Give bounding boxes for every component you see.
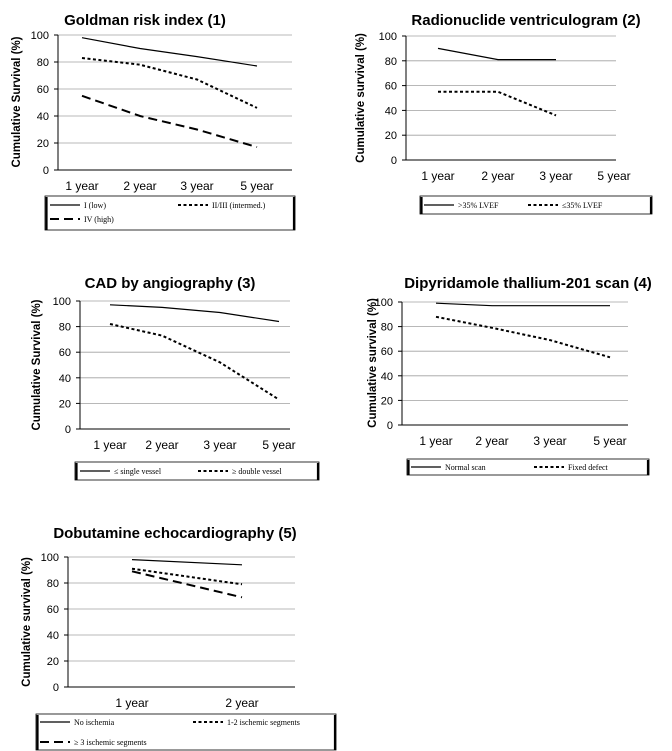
series-line-2 <box>81 57 258 109</box>
y-tick-label: 80 <box>59 322 71 334</box>
series-line-3 <box>81 94 258 149</box>
chart-title: Dobutamine echocardiography (5) <box>53 525 296 542</box>
y-tick-label: 100 <box>41 552 59 564</box>
chart-panel-radionuclide: Radionuclide ventriculogram (2) 0 20 40 60 80… <box>336 0 672 240</box>
x-tick-label: 1 year <box>65 179 98 193</box>
legend-label: ≤35% LVEF <box>562 201 603 210</box>
series-line-1 <box>437 47 556 61</box>
chart-svg: CAD by angiography (3) 0 20 40 60 80 100 1 year… <box>31 275 320 481</box>
series-line-3 <box>131 570 243 599</box>
y-tick-label: 40 <box>37 111 49 123</box>
series-line-1 <box>131 559 243 566</box>
chart-panel-cad: CAD by angiography (3) 0 20 40 60 80 100 1 year… <box>0 250 336 490</box>
legend-label: II/III (intermed.) <box>212 201 266 210</box>
legend-box <box>35 713 337 751</box>
series-line-1 <box>435 302 610 307</box>
series-line-2 <box>438 90 557 117</box>
y-tick-label: 0 <box>43 165 49 177</box>
x-tick-label: 1 year <box>115 696 148 710</box>
legend-label: IV (high) <box>84 215 114 224</box>
x-tick-label: 1 year <box>93 438 126 452</box>
chart-panel-dobutamine: Dobutamine echocardiography (5) 0 20 40 60 80… <box>0 500 337 751</box>
legend-label: Fixed defect <box>568 463 609 472</box>
y-tick-label: 80 <box>385 56 397 68</box>
y-tick-label: 40 <box>59 373 71 385</box>
x-tick-label: 2 year <box>481 169 514 183</box>
y-tick-label: 80 <box>37 57 49 69</box>
y-tick-label: 0 <box>65 424 71 436</box>
chart-svg: Dipyridamole thallium-201 scan (4) 0 20 40 6… <box>367 275 652 476</box>
y-tick-label: 60 <box>381 346 393 358</box>
y-tick-label: 100 <box>379 31 397 43</box>
y-axis-label: Cumulative Survival (%) <box>11 36 23 167</box>
x-tick-label: 2 year <box>145 438 178 452</box>
legend-label: 1-2 ischemic segments <box>227 718 300 727</box>
y-tick-label: 20 <box>47 656 59 668</box>
chart-panel-dipyridamole: Dipyridamole thallium-201 scan (4) 0 20 40 6… <box>336 250 672 490</box>
legend-box <box>406 458 650 476</box>
y-tick-label: 20 <box>59 398 71 410</box>
y-tick-label: 100 <box>375 297 393 309</box>
legend-label: No ischemia <box>74 718 115 727</box>
x-tick-label: 3 year <box>180 179 213 193</box>
chart-svg: Dobutamine echocardiography (5) 0 20 40 60 80… <box>21 525 337 751</box>
y-tick-label: 0 <box>387 420 393 432</box>
y-tick-label: 20 <box>37 138 49 150</box>
legend-label: ≥ 3 ischemic segments <box>74 738 147 747</box>
y-tick-label: 100 <box>31 30 49 42</box>
x-tick-label: 5 year <box>593 434 626 448</box>
x-tick-label: 2 year <box>475 434 508 448</box>
legend-label: ≥ double vessel <box>232 467 282 476</box>
y-tick-label: 40 <box>381 371 393 383</box>
y-tick-label: 60 <box>59 347 71 359</box>
y-tick-label: 20 <box>381 395 393 407</box>
legend-label: ≤ single vessel <box>114 467 162 476</box>
y-tick-label: 80 <box>47 578 59 590</box>
series-line-1 <box>109 304 280 323</box>
chart-svg: Goldman risk index (1) 0 20 40 60 80 100 1 year… <box>11 12 296 231</box>
chart-title: Dipyridamole thallium-201 scan (4) <box>404 275 652 292</box>
legend-box <box>74 461 320 481</box>
series-line-1 <box>81 37 258 67</box>
x-tick-label: 1 year <box>419 434 452 448</box>
y-axis-label: Cumulative survival (%) <box>355 33 367 163</box>
chart-title: Radionuclide ventriculogram (2) <box>411 12 640 29</box>
x-tick-label: 5 year <box>262 438 295 452</box>
y-axis-label: Cumulative survival (%) <box>367 298 379 428</box>
y-tick-label: 40 <box>47 630 59 642</box>
y-tick-label: 0 <box>53 682 59 694</box>
x-tick-label: 3 year <box>539 169 572 183</box>
series-line-2 <box>131 567 243 586</box>
y-tick-label: 60 <box>385 81 397 93</box>
legend-label: I (low) <box>84 201 106 210</box>
chart-panel-goldman: Goldman risk index (1) 0 20 40 60 80 100 1 year… <box>0 0 336 240</box>
series-line-2 <box>109 323 280 401</box>
y-axis-label: Cumulative survival (%) <box>21 557 33 687</box>
legend-label: Normal scan <box>445 463 486 472</box>
y-tick-label: 0 <box>391 155 397 167</box>
series-line-2 <box>435 315 611 359</box>
legend-label: >35% LVEF <box>458 201 499 210</box>
x-tick-label: 2 year <box>123 179 156 193</box>
x-tick-label: 1 year <box>421 169 454 183</box>
chart-title: Goldman risk index (1) <box>64 12 226 29</box>
y-tick-label: 40 <box>385 105 397 117</box>
x-tick-label: 2 year <box>225 696 258 710</box>
y-axis-label: Cumulative Survival (%) <box>31 299 43 430</box>
y-tick-label: 100 <box>53 296 71 308</box>
y-tick-label: 80 <box>381 322 393 334</box>
x-tick-label: 5 year <box>597 169 630 183</box>
x-tick-label: 3 year <box>533 434 566 448</box>
x-tick-label: 5 year <box>240 179 273 193</box>
x-tick-label: 3 year <box>203 438 236 452</box>
y-tick-label: 60 <box>37 84 49 96</box>
chart-svg: Radionuclide ventriculogram (2) 0 20 40 60 80… <box>355 12 653 215</box>
chart-title: CAD by angiography (3) <box>85 275 256 292</box>
y-tick-label: 60 <box>47 604 59 616</box>
y-tick-label: 20 <box>385 130 397 142</box>
